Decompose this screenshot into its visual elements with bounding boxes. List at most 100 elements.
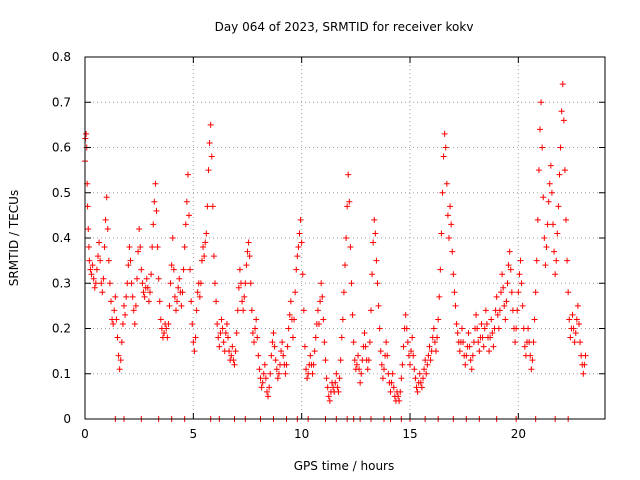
data-point [576,320,582,327]
data-point [290,334,296,341]
data-point [189,320,196,327]
data-point [294,253,301,260]
data-point [504,280,511,287]
data-point [153,207,160,214]
data-point [566,316,573,323]
data-point [516,271,523,278]
data-point [545,198,552,205]
data-point [371,216,378,223]
data-point [554,230,561,237]
data-point [141,293,148,300]
data-point [494,311,501,318]
data-point [261,361,268,368]
data-point [128,280,135,287]
data-point [186,212,192,219]
data-point [219,325,226,332]
data-point [376,325,383,332]
data-point [542,262,549,269]
data-point [517,257,524,264]
data-point [479,334,486,341]
data-point [241,293,248,300]
data-point [110,320,117,327]
data-point [272,357,279,364]
data-point [174,298,181,305]
data-point [213,298,220,305]
data-point [539,144,546,151]
y-tick-label: 0.3 [52,276,71,290]
data-point [273,366,280,373]
data-point [342,262,348,269]
data-point [414,388,421,395]
data-point [438,230,445,237]
data-point [194,289,201,296]
data-point [231,361,238,368]
data-point [84,203,91,210]
data-point [132,302,139,309]
data-point [226,348,233,355]
data-point [236,266,243,273]
data-point [390,384,397,391]
data-point [574,302,581,309]
data-point [381,366,387,373]
data-point [200,244,207,251]
data-point [565,289,572,296]
data-point [285,325,292,332]
data-point [100,275,107,282]
data-point [205,167,212,174]
x-tick-label: 0 [81,427,89,441]
data-point [169,235,176,241]
data-point [265,393,272,400]
data-point [253,316,260,323]
data-point [255,352,262,359]
data-point [93,266,100,273]
data-point [240,307,247,314]
data-point [351,357,358,364]
data-point [309,370,316,377]
data-point [337,357,344,364]
data-point [366,339,373,346]
data-point [126,244,133,251]
data-point [480,343,487,350]
data-point [171,293,178,300]
data-point [104,225,111,232]
data-point [373,257,380,264]
data-point [97,257,104,264]
data-point [201,253,208,260]
data-point [466,343,473,350]
data-point [144,284,151,291]
data-point [324,384,331,391]
data-point [496,307,503,314]
data-point [270,330,277,337]
data-point [117,357,124,364]
data-point [307,352,314,359]
data-point [184,171,191,178]
data-point [122,311,129,318]
data-point [411,366,418,373]
data-point [310,361,317,368]
data-point [203,230,210,237]
data-point [505,262,512,269]
data-point [317,298,324,305]
data-point [258,384,265,391]
data-point [449,248,456,255]
data-point [372,230,379,237]
data-point [535,167,542,174]
data-point [248,307,255,314]
data-point [246,253,253,260]
data-point [137,244,144,251]
data-point [91,284,98,291]
data-point [557,144,564,151]
data-point [123,293,130,300]
data-point [396,397,403,404]
data-point [489,330,496,337]
data-point [334,384,341,391]
data-point [338,334,345,341]
data-point [377,348,384,355]
data-point [119,320,126,327]
data-point [518,280,525,287]
data-point [134,275,140,282]
data-point [129,293,136,300]
data-point [570,325,577,332]
data-point [216,343,223,350]
